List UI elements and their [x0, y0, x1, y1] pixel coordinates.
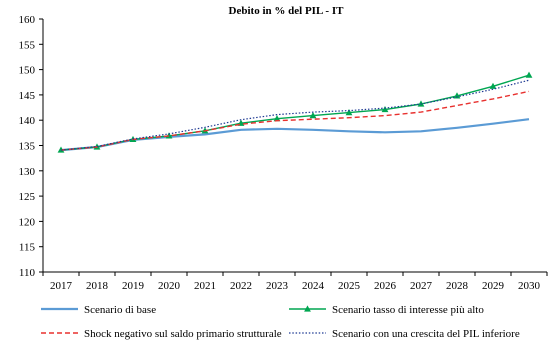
- data-point-marker: [525, 71, 533, 78]
- x-tick-label: 2020: [158, 280, 181, 292]
- legend-item-2: Shock negativo sul saldo primario strutt…: [41, 328, 282, 340]
- y-tick-label: 155: [19, 39, 36, 51]
- legend-label: Shock negativo sul saldo primario strutt…: [84, 328, 282, 340]
- data-point-marker: [345, 109, 353, 116]
- data-point-marker: [489, 82, 497, 89]
- series-line-3: [60, 79, 530, 151]
- y-tick-label: 115: [19, 242, 36, 254]
- y-tick-label: 150: [19, 65, 36, 77]
- y-tick-label: 160: [19, 14, 36, 26]
- x-tick-label: 2018: [86, 280, 109, 292]
- chart-title: Debito in % del PIL - IT: [229, 5, 345, 17]
- x-tick-label: 2027: [410, 280, 433, 292]
- x-tick-label: 2019: [122, 280, 145, 292]
- x-tick-label: 2022: [230, 280, 252, 292]
- legend-label: Scenario con una crescita del PIL inferi…: [332, 328, 520, 340]
- series-group: [57, 71, 533, 153]
- legend-label: Scenario tasso di interesse più alto: [332, 304, 484, 316]
- series-line-1: [60, 74, 530, 151]
- x-tick-label: 2023: [266, 280, 289, 292]
- x-tick-label: 2025: [338, 280, 361, 292]
- x-tick-label: 2028: [446, 280, 469, 292]
- data-point-marker: [273, 115, 281, 122]
- legend-label: Scenario di base: [84, 304, 156, 316]
- y-tick-label: 125: [19, 191, 36, 203]
- series-line-0: [60, 118, 530, 152]
- y-tick-label: 135: [19, 141, 36, 153]
- y-tick-label: 145: [19, 90, 36, 102]
- legend-marker: [304, 305, 311, 312]
- x-tick-label: 2017: [50, 280, 73, 292]
- y-tick-label: 110: [19, 267, 36, 279]
- x-tick-label: 2029: [482, 280, 505, 292]
- y-tick-label: 120: [19, 216, 36, 228]
- legend-item-0: Scenario di base: [41, 304, 156, 316]
- series-line-2: [60, 90, 530, 151]
- data-point-marker: [309, 112, 317, 119]
- legend-item-3: Scenario con una crescita del PIL inferi…: [289, 328, 520, 340]
- data-point-marker: [453, 92, 461, 99]
- x-tick-label: 2021: [194, 280, 216, 292]
- x-tick-label: 2026: [374, 280, 397, 292]
- y-tick-label: 140: [19, 115, 36, 127]
- axes: 110 115 120 125 130 135 140 145 150 155 160 2017 201…: [19, 14, 548, 292]
- data-point-marker: [165, 132, 173, 139]
- legend-item-1: Scenario tasso di interesse più alto: [289, 304, 484, 316]
- y-tick-label: 130: [19, 166, 36, 178]
- data-point-marker: [381, 105, 389, 113]
- legend: Scenario di base Scenario tasso di intere…: [41, 304, 520, 340]
- x-tick-label: 2030: [518, 280, 541, 292]
- x-tick-label: 2024: [302, 280, 325, 292]
